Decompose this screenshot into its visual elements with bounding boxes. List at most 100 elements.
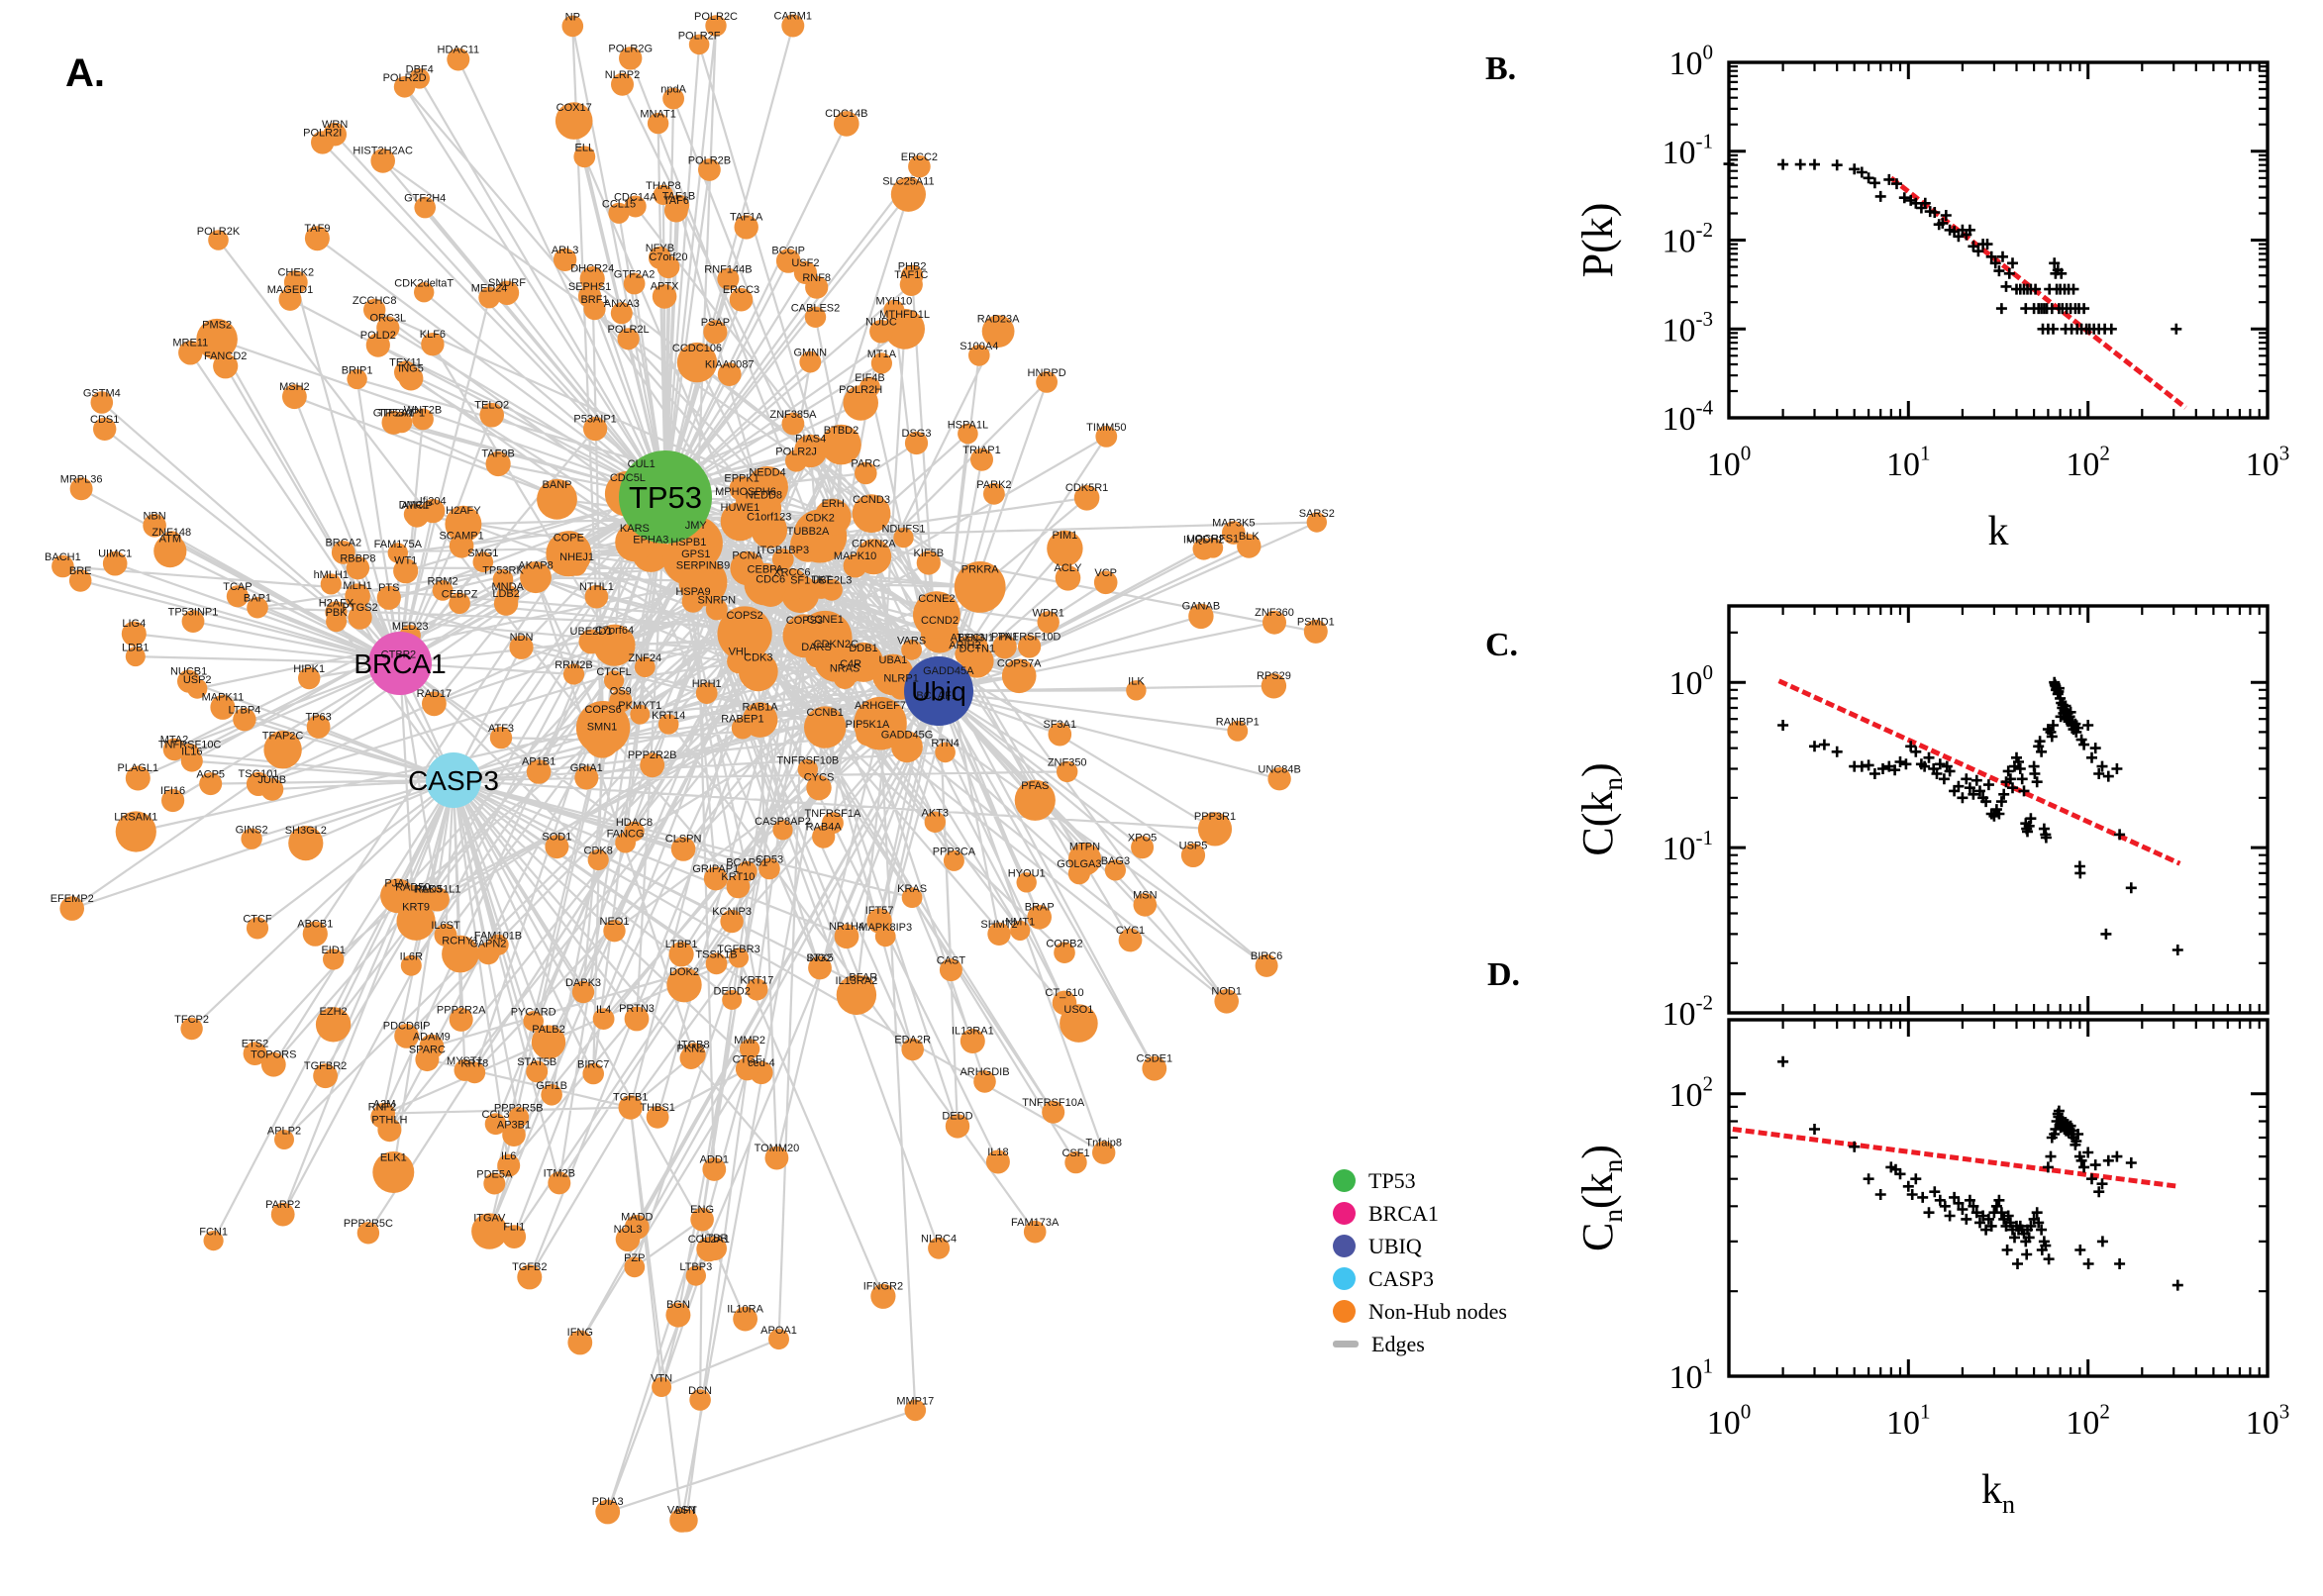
node-label: BTBD2 bbox=[824, 425, 858, 437]
node-label: POLR2B bbox=[688, 154, 731, 166]
network-node bbox=[908, 154, 931, 178]
node-label: CHEK2 bbox=[277, 267, 314, 279]
network-node bbox=[323, 122, 348, 147]
node-label: DSG3 bbox=[902, 428, 932, 440]
node-label: POLR2F bbox=[678, 30, 721, 42]
node-label: PYCARD bbox=[511, 1007, 556, 1019]
network-node bbox=[537, 478, 577, 520]
network-node bbox=[306, 715, 331, 739]
network-node bbox=[870, 1283, 896, 1309]
network-node bbox=[1023, 1220, 1047, 1244]
node-label: PPP2R2B bbox=[628, 749, 677, 761]
node-swatch-icon bbox=[1333, 1235, 1356, 1257]
network-node bbox=[181, 610, 205, 633]
node-label: MED23 bbox=[392, 621, 429, 633]
node-label: NDN bbox=[510, 632, 534, 644]
network-node bbox=[1067, 862, 1090, 885]
network-node bbox=[298, 666, 321, 690]
node-label: IMPDH2 bbox=[1183, 534, 1225, 546]
node-label: KRT14 bbox=[652, 710, 685, 722]
network-node bbox=[901, 1038, 924, 1061]
panel-label-b: B. bbox=[1485, 50, 1516, 87]
node-label: IL13RA2 bbox=[835, 975, 877, 987]
node-label: PDE5A bbox=[476, 1169, 513, 1181]
node-label: CDC6 bbox=[756, 574, 785, 586]
network-node bbox=[681, 1043, 706, 1067]
node-label: H2AFY bbox=[446, 505, 481, 517]
node-label: ANXA3 bbox=[604, 298, 640, 310]
network-node bbox=[958, 423, 978, 445]
node-label: RBBP8 bbox=[340, 552, 375, 564]
network-node bbox=[901, 887, 923, 908]
network-node bbox=[717, 267, 740, 290]
node-label: ITGB8 bbox=[678, 1040, 710, 1051]
node-label: MYH10 bbox=[876, 296, 913, 308]
node-label: CCL15 bbox=[602, 199, 636, 211]
network-node bbox=[517, 1264, 543, 1290]
node-label: ATF3 bbox=[488, 723, 514, 735]
node-label: RNF144B bbox=[704, 264, 752, 276]
legend-item: CASP3 bbox=[1333, 1262, 1507, 1295]
node-label: HDAC11 bbox=[438, 45, 480, 56]
node-label: PJA1 bbox=[384, 877, 410, 889]
network-node bbox=[582, 1062, 604, 1085]
node-label: TAF1A bbox=[730, 212, 763, 224]
network-node bbox=[1057, 760, 1078, 783]
node-label: USO1 bbox=[1063, 1004, 1093, 1016]
network-node bbox=[883, 299, 905, 321]
node-label: PHB2 bbox=[898, 261, 927, 273]
network-node bbox=[372, 1151, 415, 1193]
node-label: C7orf64 bbox=[595, 625, 634, 637]
node-label: NOD1 bbox=[1211, 986, 1242, 998]
network-node bbox=[1133, 893, 1158, 917]
network-node bbox=[703, 866, 728, 891]
node-label: HNRPD bbox=[1028, 367, 1066, 379]
network-node bbox=[1014, 779, 1056, 821]
network-node bbox=[365, 333, 390, 357]
node-label: PDCD6IP bbox=[383, 1021, 431, 1033]
node-label: HUWE1 bbox=[721, 502, 760, 514]
node-label: RAB4A bbox=[806, 822, 843, 834]
node-label: RAD23A bbox=[977, 314, 1020, 326]
node-label: CLSPN bbox=[665, 834, 702, 846]
node-label: PSMD1 bbox=[1297, 616, 1335, 628]
x-tick-label: 103 bbox=[2246, 442, 2290, 483]
node-label: PPP2R5C bbox=[344, 1218, 393, 1230]
node-label: ACLY bbox=[1055, 562, 1083, 574]
node-label: KARS bbox=[620, 523, 650, 535]
network-node bbox=[508, 1107, 530, 1128]
network-node bbox=[805, 646, 828, 668]
network-node bbox=[241, 828, 262, 849]
network-node bbox=[856, 722, 879, 747]
legend-item-label: Non-Hub nodes bbox=[1368, 1298, 1507, 1324]
node-label: RNF2 bbox=[368, 1102, 397, 1114]
node-label: GANAB bbox=[1182, 600, 1221, 612]
network-node bbox=[720, 501, 760, 542]
network-node bbox=[928, 1237, 951, 1259]
node-label: HYOU1 bbox=[1008, 868, 1046, 880]
node-label: SLC25A11 bbox=[882, 176, 934, 188]
node-label: TFCP2 bbox=[174, 1014, 209, 1026]
network-node bbox=[492, 568, 514, 590]
node-label: TAF9 bbox=[304, 223, 330, 235]
node-label: POLR2L bbox=[607, 324, 649, 336]
node-label: ORC3L bbox=[369, 313, 406, 325]
network-node bbox=[619, 47, 643, 70]
node-label: SEPHS1 bbox=[568, 281, 611, 293]
scatter-points bbox=[1723, 158, 2182, 335]
node-label: CT_610 bbox=[1045, 987, 1083, 999]
node-label: TAF1C bbox=[894, 269, 928, 281]
node-label: ACP5 bbox=[196, 768, 225, 780]
legend-item: TP53 bbox=[1333, 1164, 1507, 1197]
network-node bbox=[584, 584, 609, 609]
node-label: COPB2 bbox=[1046, 938, 1082, 949]
node-label: PBK bbox=[326, 607, 349, 619]
network-node bbox=[370, 149, 396, 173]
node-label: ITGAV bbox=[473, 1213, 506, 1225]
node-label: NHEJ1 bbox=[559, 551, 594, 563]
hub-node-brca1 bbox=[368, 632, 432, 695]
node-label: BACH1 bbox=[45, 551, 81, 563]
network-node bbox=[901, 639, 922, 660]
node-label: MAPK11 bbox=[202, 692, 245, 704]
